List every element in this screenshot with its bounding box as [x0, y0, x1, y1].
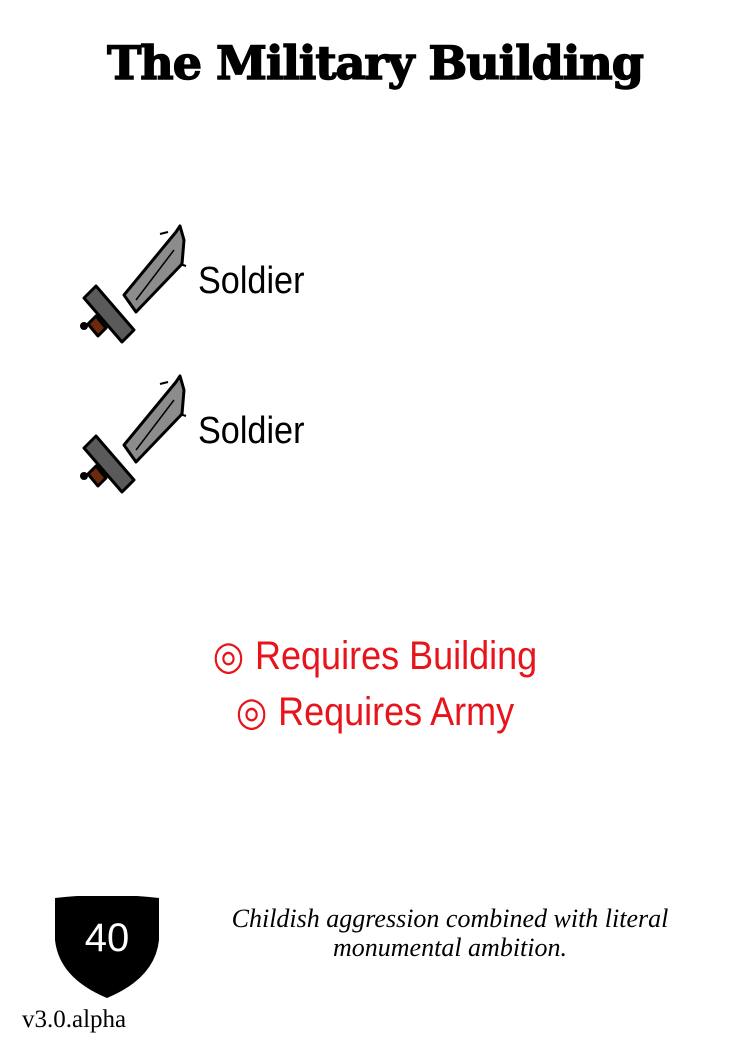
requirement-text: Requires Army: [278, 690, 515, 734]
card-title: The Military Building: [106, 35, 644, 91]
shield-icon: [55, 896, 159, 998]
version-label: v3.0.alpha: [22, 1006, 127, 1033]
flavor-line: Childish aggression combined with litera…: [231, 904, 669, 933]
bullseye-icon: ◎: [235, 690, 268, 734]
unit-label: Soldier: [198, 260, 305, 302]
sword-icon: [80, 374, 187, 494]
requirement-text: Requires Building: [255, 634, 538, 678]
requirements-list: ◎ Requires Building ◎ Requires Army: [0, 628, 750, 740]
unit-label: Soldier: [198, 410, 305, 452]
requirement-building: ◎ Requires Building: [38, 628, 713, 684]
sword-icon: [80, 224, 187, 344]
bullseye-icon: ◎: [212, 634, 245, 678]
flavor-text: Childish aggression combined with litera…: [190, 904, 710, 962]
unit-row: Soldier: [72, 220, 472, 350]
flavor-line: monumental ambition.: [333, 933, 567, 962]
requirement-army: ◎ Requires Army: [38, 684, 713, 740]
unit-row: Soldier: [72, 370, 472, 500]
cost-value: 40: [84, 916, 130, 960]
